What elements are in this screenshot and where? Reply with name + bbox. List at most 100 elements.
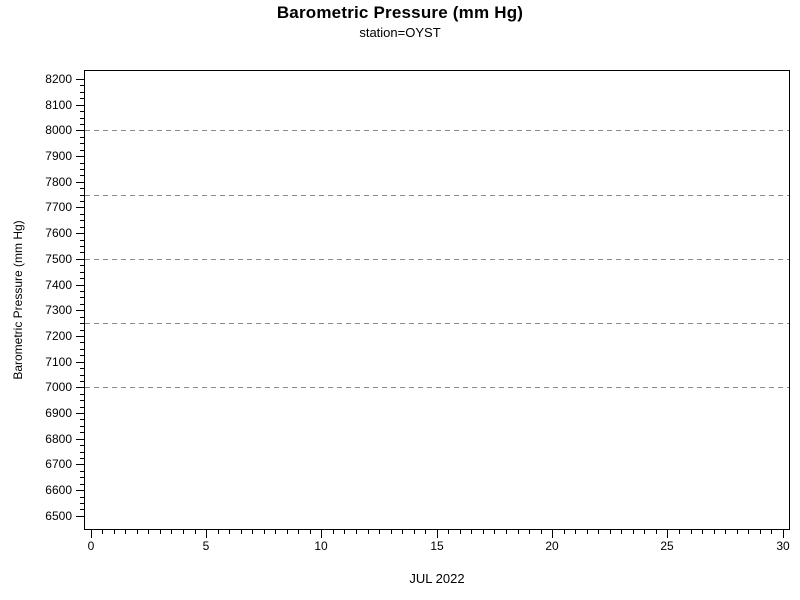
y-tick-label: 6600 — [45, 483, 72, 497]
x-minor-tick — [391, 530, 392, 534]
x-minor-tick — [541, 530, 542, 534]
x-minor-tick — [356, 530, 357, 534]
y-major-tick — [76, 362, 84, 363]
x-minor-tick — [702, 530, 703, 534]
x-minor-tick — [564, 530, 565, 534]
y-minor-tick — [80, 484, 84, 485]
x-minor-tick — [137, 530, 138, 534]
y-minor-tick — [80, 137, 84, 138]
x-tick-label: 30 — [776, 539, 790, 553]
y-minor-tick — [80, 394, 84, 395]
y-minor-tick — [80, 342, 84, 343]
gridline-y-7250 — [85, 323, 789, 324]
y-minor-tick — [80, 304, 84, 305]
x-major-tick — [321, 530, 322, 538]
y-tick-label: 7600 — [45, 226, 72, 240]
y-minor-tick — [80, 252, 84, 253]
x-minor-tick — [494, 530, 495, 534]
x-minor-tick — [760, 530, 761, 534]
y-major-tick — [76, 79, 84, 80]
y-major-tick — [76, 130, 84, 131]
x-minor-tick — [344, 530, 345, 534]
x-minor-tick — [518, 530, 519, 534]
y-minor-tick — [80, 291, 84, 292]
x-minor-tick — [287, 530, 288, 534]
y-minor-tick — [80, 169, 84, 170]
gridline-y-7500 — [85, 259, 789, 260]
y-minor-tick — [80, 477, 84, 478]
y-minor-tick — [80, 445, 84, 446]
y-major-tick — [76, 182, 84, 183]
y-minor-tick — [80, 220, 84, 221]
y-minor-tick — [80, 227, 84, 228]
y-minor-tick — [80, 317, 84, 318]
y-tick-label: 6900 — [45, 406, 72, 420]
y-minor-tick — [80, 201, 84, 202]
y-minor-tick — [80, 118, 84, 119]
y-minor-tick — [80, 330, 84, 331]
y-minor-tick — [80, 503, 84, 504]
y-minor-tick — [80, 188, 84, 189]
gridline-y-7000 — [85, 387, 789, 388]
x-minor-tick — [575, 530, 576, 534]
y-major-tick — [76, 336, 84, 337]
y-minor-tick — [80, 214, 84, 215]
x-minor-tick — [264, 530, 265, 534]
x-tick-label: 10 — [314, 539, 328, 553]
y-tick-label: 6800 — [45, 432, 72, 446]
x-minor-tick — [656, 530, 657, 534]
y-tick-label: 6700 — [45, 457, 72, 471]
x-minor-tick — [460, 530, 461, 534]
y-tick-label: 8000 — [45, 123, 72, 137]
y-minor-tick — [80, 452, 84, 453]
y-minor-tick — [80, 111, 84, 112]
x-tick-label: 5 — [202, 539, 210, 553]
y-minor-tick — [80, 471, 84, 472]
x-major-tick — [783, 530, 784, 538]
y-tick-label: 7300 — [45, 303, 72, 317]
y-minor-tick — [80, 323, 84, 324]
x-minor-tick — [771, 530, 772, 534]
x-minor-tick — [725, 530, 726, 534]
x-minor-tick — [171, 530, 172, 534]
x-minor-tick — [506, 530, 507, 534]
plot-frame — [84, 70, 790, 530]
y-minor-tick — [80, 163, 84, 164]
y-major-tick — [76, 156, 84, 157]
y-minor-tick — [80, 381, 84, 382]
y-major-tick — [76, 413, 84, 414]
y-minor-tick — [80, 240, 84, 241]
x-minor-tick — [587, 530, 588, 534]
x-tick-label: 15 — [430, 539, 444, 553]
x-minor-tick — [529, 530, 530, 534]
x-minor-tick — [448, 530, 449, 534]
x-minor-tick — [183, 530, 184, 534]
x-minor-tick — [298, 530, 299, 534]
x-major-tick — [552, 530, 553, 538]
x-minor-tick — [633, 530, 634, 534]
x-tick-label: 0 — [87, 539, 95, 553]
x-minor-tick — [621, 530, 622, 534]
x-minor-tick — [368, 530, 369, 534]
y-tick-label: 7900 — [45, 149, 72, 163]
y-minor-tick — [80, 419, 84, 420]
x-minor-tick — [402, 530, 403, 534]
y-minor-tick — [80, 246, 84, 247]
x-minor-tick — [125, 530, 126, 534]
y-minor-tick — [80, 458, 84, 459]
gridline-y-8000 — [85, 130, 789, 131]
y-minor-tick — [80, 426, 84, 427]
y-minor-tick — [80, 272, 84, 273]
y-major-tick — [76, 490, 84, 491]
y-major-tick — [76, 516, 84, 517]
y-minor-tick — [80, 509, 84, 510]
x-minor-tick — [598, 530, 599, 534]
x-minor-tick — [102, 530, 103, 534]
x-minor-tick — [644, 530, 645, 534]
y-minor-tick — [80, 497, 84, 498]
y-tick-label: 6500 — [45, 509, 72, 523]
x-minor-tick — [333, 530, 334, 534]
x-minor-tick — [748, 530, 749, 534]
y-minor-tick — [80, 278, 84, 279]
